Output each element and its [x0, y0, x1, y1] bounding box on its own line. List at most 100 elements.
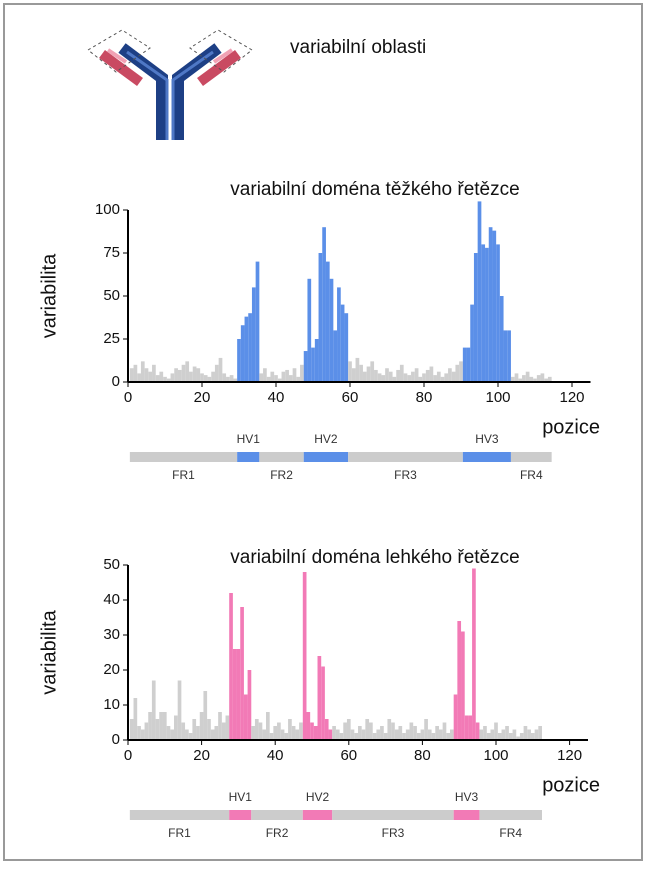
bar: [477, 201, 482, 382]
bar: [162, 712, 167, 740]
bar: [518, 378, 523, 382]
bar: [362, 371, 367, 382]
bar: [483, 726, 487, 740]
bar: [269, 733, 274, 740]
bar: [255, 261, 260, 382]
x-tick-label: 80: [416, 389, 433, 406]
bar: [519, 733, 524, 740]
bar: [522, 375, 526, 382]
bar: [512, 729, 517, 740]
bar: [380, 726, 384, 740]
bar: [533, 378, 537, 382]
bar: [185, 361, 190, 382]
bar: [425, 369, 430, 382]
y-tick-label: 30: [103, 626, 120, 643]
bar: [536, 375, 541, 382]
bar: [547, 376, 552, 382]
bar: [470, 304, 474, 382]
bar: [387, 719, 392, 740]
bar: [438, 729, 443, 740]
bar: [137, 373, 141, 382]
bar: [181, 364, 186, 382]
bar: [414, 368, 419, 382]
bar: [280, 729, 285, 740]
bar: [291, 726, 296, 740]
bar: [243, 694, 248, 740]
bar: [388, 371, 393, 382]
bar: [391, 722, 395, 740]
bar: [530, 733, 535, 740]
bar: [314, 339, 319, 382]
bar: [496, 244, 500, 382]
y-tick-label: 75: [103, 244, 120, 261]
bar: [302, 572, 307, 740]
bar: [333, 330, 338, 382]
bar: [485, 247, 489, 382]
bar: [508, 733, 513, 740]
bar: [381, 375, 386, 382]
bar: [254, 719, 259, 740]
bar: [170, 373, 175, 382]
bar: [148, 712, 152, 740]
bar: [332, 726, 336, 740]
x-tick-label: 40: [268, 389, 285, 406]
bar: [263, 368, 267, 382]
y-tick-label: 25: [103, 330, 120, 347]
bar: [444, 373, 449, 382]
bar: [466, 347, 471, 382]
x-tick-label: 0: [124, 747, 132, 764]
bar: [277, 722, 281, 740]
bar: [488, 227, 493, 382]
bar: [359, 364, 363, 382]
bar: [284, 733, 289, 740]
bar: [247, 670, 252, 740]
x-axis-label: pozice: [542, 416, 600, 438]
region-label: FR2: [270, 468, 293, 482]
bar: [453, 694, 458, 740]
bar: [174, 368, 178, 382]
bar: [407, 375, 412, 382]
bar: [259, 373, 264, 382]
bar: [365, 719, 370, 740]
bar: [214, 726, 219, 740]
bar: [166, 726, 171, 740]
bar: [251, 287, 256, 382]
y-tick-label: 0: [112, 373, 120, 390]
bar: [523, 726, 528, 740]
region-bar: [237, 452, 260, 462]
bar: [274, 375, 278, 382]
bar: [462, 347, 467, 382]
bar: [377, 373, 382, 382]
bar: [189, 371, 193, 382]
bar: [343, 722, 347, 740]
bar: [325, 261, 330, 382]
bar: [490, 729, 495, 740]
bar: [129, 368, 134, 382]
bar: [411, 371, 415, 382]
chart-title: variabilní doména těžkého řetězce: [230, 179, 519, 200]
bar: [459, 361, 463, 382]
bar: [232, 649, 237, 740]
bar: [266, 712, 270, 740]
bar: [163, 376, 167, 382]
bar: [200, 373, 204, 382]
bar: [222, 373, 227, 382]
region-label: HV3: [455, 790, 479, 804]
bar: [133, 364, 138, 382]
bar: [218, 712, 222, 740]
x-tick-label: 20: [194, 389, 211, 406]
bar: [248, 313, 252, 382]
bar: [328, 729, 333, 740]
bar: [370, 361, 375, 382]
bar: [225, 715, 230, 740]
bar: [221, 722, 226, 740]
region-label: FR1: [168, 826, 191, 840]
bar: [340, 304, 345, 382]
region-label: FR1: [172, 468, 195, 482]
bar: [392, 376, 397, 382]
bar: [203, 375, 208, 382]
bar: [510, 376, 515, 382]
bar: [310, 722, 314, 740]
x-tick-label: 20: [193, 747, 210, 764]
bar: [479, 729, 484, 740]
